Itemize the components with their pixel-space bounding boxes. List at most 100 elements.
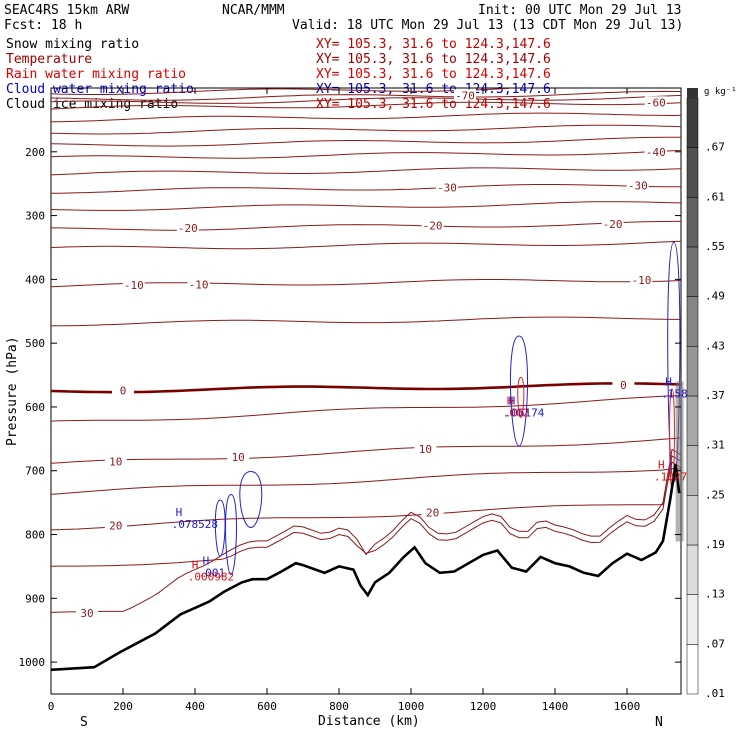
contour-label: -20 (178, 222, 198, 235)
contour-label: 20 (426, 507, 439, 520)
contour-label: 0 (120, 384, 127, 397)
colorbar-segment (686, 197, 699, 248)
contour-label-bg (104, 455, 127, 467)
temperature-contour (50, 382, 682, 394)
legend-field-name: Snow mixing ratio (6, 37, 139, 52)
legend-field-name: Temperature (6, 52, 92, 67)
y-tick-label: 400 (25, 273, 45, 286)
extrema-marker: H (665, 375, 672, 388)
colorbar-level: .43 (705, 339, 725, 352)
legend-field-name: Cloud ice mixing ratio (6, 97, 178, 112)
temperature-contours: -70 -60 -40 -30 -30 -20 -20 -20 -10 -10 -10 0 0 10 10 1… (50, 87, 682, 620)
colorbar-segment (686, 495, 699, 546)
temperature-contour (50, 90, 681, 101)
temperature-contour (50, 112, 682, 123)
contour-label: -10 (124, 279, 144, 292)
contour-label-bg (227, 450, 250, 462)
x-axis-label: Distance (km) (318, 714, 420, 729)
contour-label: -70 (455, 89, 475, 102)
x-tick-label: 400 (185, 700, 205, 713)
colorbar-segment (686, 346, 699, 397)
temperature-contour (50, 150, 682, 159)
rain-water-contour (517, 376, 525, 418)
contour-label: -20 (423, 220, 443, 233)
colorbar-level: .13 (705, 588, 725, 601)
contour-label-bg (122, 278, 145, 290)
contour-label: 10 (109, 456, 122, 469)
contour-label-bg (436, 181, 458, 193)
legend-field-name: Rain water mixing ratio (6, 67, 186, 82)
extrema-marker: H (176, 506, 183, 519)
contour-label: 30 (80, 607, 93, 620)
contour-label: -60 (646, 96, 666, 109)
y-tick-label: 600 (25, 401, 45, 414)
colorbar-segment (686, 544, 699, 595)
temperature-contour (50, 461, 682, 531)
colorbar-segment (686, 246, 699, 297)
contour-label: -30 (628, 179, 648, 192)
field-legend: Snow mixing ratio XY= 105.3, 31.6 to 124.… (6, 37, 551, 112)
contour-label-bg (414, 443, 437, 455)
contour-label: 20 (109, 520, 122, 533)
colorbar-segment (686, 97, 699, 148)
contour-label: -40 (646, 146, 666, 159)
extrema-value: .078528 (172, 518, 218, 531)
colorbar-segment (686, 594, 699, 645)
contour-label-bg (626, 179, 649, 191)
model-title: SEAC4RS 15km ARW (4, 3, 129, 18)
colorbar-segment (686, 395, 699, 446)
colorbar-level: .31 (705, 439, 725, 452)
contour-label: -30 (437, 181, 457, 194)
colorbar-level: .37 (705, 389, 725, 402)
colorbar-top (687, 88, 698, 98)
colorbar-level: .07 (705, 637, 725, 650)
contour-label: -10 (631, 274, 651, 287)
y-tick-label: 700 (25, 465, 45, 478)
y-tick-label: 1000 (19, 656, 46, 669)
south-label: S (80, 715, 88, 730)
colorbar-segment (686, 445, 699, 496)
y-tick-label: 200 (25, 146, 45, 159)
x-tick-label: 0 (48, 700, 55, 713)
temperature-contour (50, 94, 682, 104)
legend-field-xy: XY= 105.3, 31.6 to 124.3,147.6 (316, 67, 551, 82)
x-tick-label: 1200 (470, 700, 497, 713)
colorbar-level: .61 (705, 190, 725, 203)
contour-label-bg (187, 278, 210, 290)
colorbar-level: .19 (705, 538, 725, 551)
center-title: NCAR/MMM (222, 3, 285, 18)
extrema-marker: H (509, 395, 516, 408)
x-tick-label: 200 (113, 700, 133, 713)
cloud-water-contour (509, 335, 529, 447)
legend-field-xy: XY= 105.3, 31.6 to 124.3,147.6 (316, 37, 551, 52)
contour-label-bg (104, 519, 127, 531)
extrema-marker: H (203, 555, 210, 568)
contour-label-bg (644, 96, 667, 108)
contour-label-bg (76, 606, 98, 618)
snow-shading (675, 381, 684, 542)
init-time: Init: 00 UTC Mon 29 Jul 13 (478, 3, 682, 18)
contour-label-bg (644, 146, 667, 158)
terrain-line (50, 464, 681, 672)
extrema-value: .002 (503, 407, 530, 420)
extrema-marker: H (507, 395, 514, 408)
temperature-contour (51, 220, 681, 231)
contour-label-bg (454, 89, 476, 101)
extrema-value: .158 (661, 387, 688, 400)
colorbar-unit: g kg⁻¹ (704, 87, 737, 97)
legend-field-xy: XY= 105.3, 31.6 to 124.3,147.6 (316, 52, 551, 67)
temperature-contour (50, 279, 682, 288)
contour-label: -20 (603, 218, 623, 231)
y-tick-label: 300 (25, 210, 45, 223)
temperature-contour (50, 437, 682, 464)
extrema-marker: H (658, 458, 665, 471)
temperature-contour (50, 87, 511, 95)
cloud-water-contour (239, 470, 263, 528)
temperature-contour (50, 455, 682, 567)
colorbar-segment (686, 296, 699, 347)
colorbar-level: .55 (705, 240, 725, 253)
contour-label: 0 (620, 379, 627, 392)
contour-label-bg (176, 222, 199, 234)
temperature-contour (51, 184, 681, 194)
